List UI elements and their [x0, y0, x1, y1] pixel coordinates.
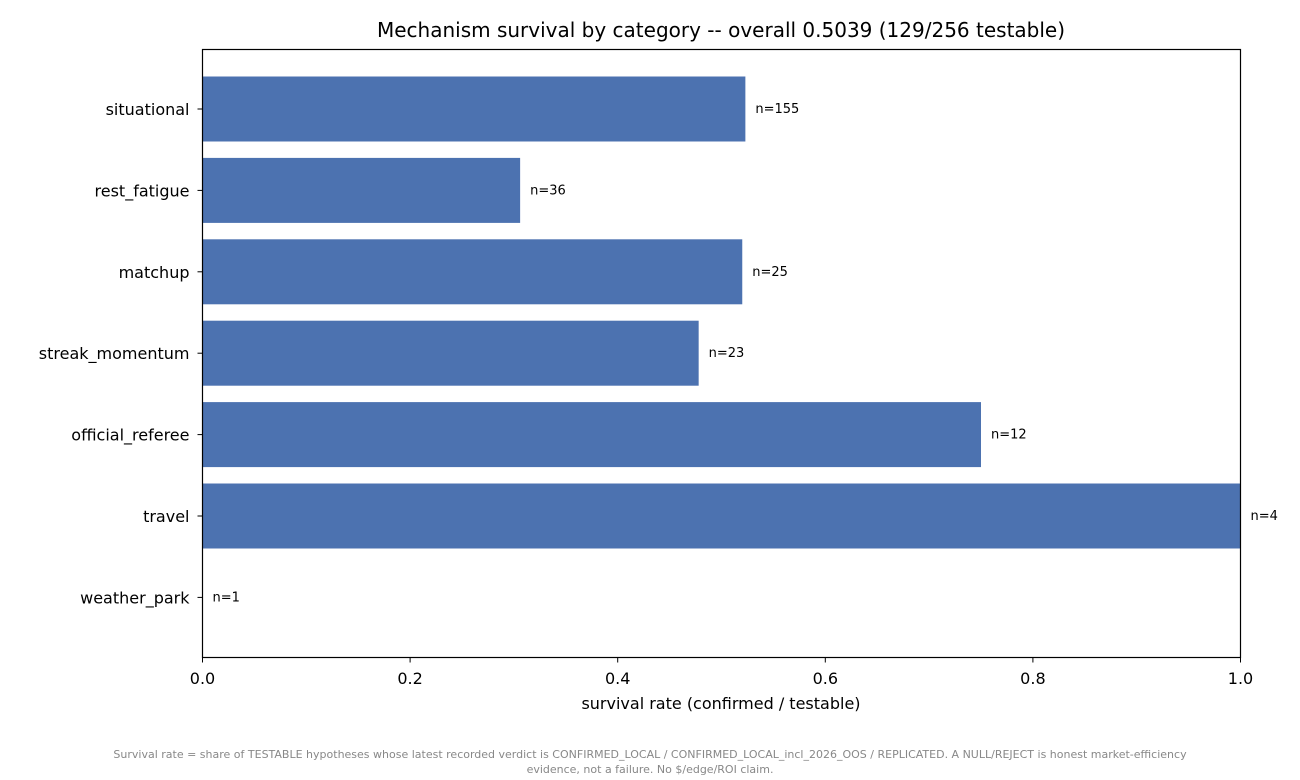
x-tick-label: 0.4 — [605, 669, 630, 688]
bar-annotation-rest_fatigue: n=36 — [530, 183, 566, 198]
x-axis-ticks: 0.0 0.2 0.4 0.6 0.8 1.0 — [190, 657, 1253, 688]
x-axis-label: survival rate (confirmed / testable) — [581, 694, 860, 713]
plot-frame — [201, 48, 1242, 659]
bars-layer — [202, 76, 1241, 549]
footnote-line-1: Survival rate = share of TESTABLE hypoth… — [113, 748, 1187, 761]
x-tick-label: 0.2 — [397, 669, 422, 688]
bar-annotation-situational: n=155 — [755, 102, 799, 117]
x-tick-label: 0.0 — [190, 669, 215, 688]
x-tick-label: 0.6 — [813, 669, 838, 688]
y-tick-label-streak_momentum: streak_momentum — [39, 344, 190, 364]
chart-title: Mechanism survival by category -- overal… — [377, 18, 1065, 42]
bar-matchup — [202, 239, 743, 305]
bar-annotation-weather_park: n=1 — [213, 590, 240, 605]
y-tick-label-travel: travel — [143, 507, 189, 526]
bar-travel — [202, 483, 1241, 549]
bar-labels-layer: n=155 n=36 n=25 n=23 n=12 n=4 n=1 — [213, 102, 1278, 605]
bar-situational — [202, 76, 746, 142]
x-tick-label: 0.8 — [1020, 669, 1045, 688]
y-tick-label-situational: situational — [106, 100, 190, 119]
y-tick-label-matchup: matchup — [119, 263, 190, 282]
y-tick-label-weather_park: weather_park — [80, 588, 190, 608]
bar-annotation-official_referee: n=12 — [991, 428, 1027, 443]
bar-streak_momentum — [202, 320, 699, 386]
footnote-line-2: evidence, not a failure. No $/edge/ROI c… — [526, 763, 774, 776]
bar-official_referee — [202, 402, 981, 468]
bar-rest_fatigue — [202, 157, 521, 223]
y-tick-label-rest_fatigue: rest_fatigue — [95, 181, 190, 201]
x-tick-label: 1.0 — [1228, 669, 1253, 688]
bar-annotation-streak_momentum: n=23 — [709, 346, 745, 361]
bar-chart: Mechanism survival by category -- overal… — [39, 18, 1278, 713]
bar-annotation-travel: n=4 — [1251, 509, 1278, 524]
y-tick-label-official_referee: official_referee — [71, 426, 189, 446]
footnote: Survival rate = share of TESTABLE hypoth… — [0, 747, 1300, 777]
bar-annotation-matchup: n=25 — [752, 265, 788, 280]
